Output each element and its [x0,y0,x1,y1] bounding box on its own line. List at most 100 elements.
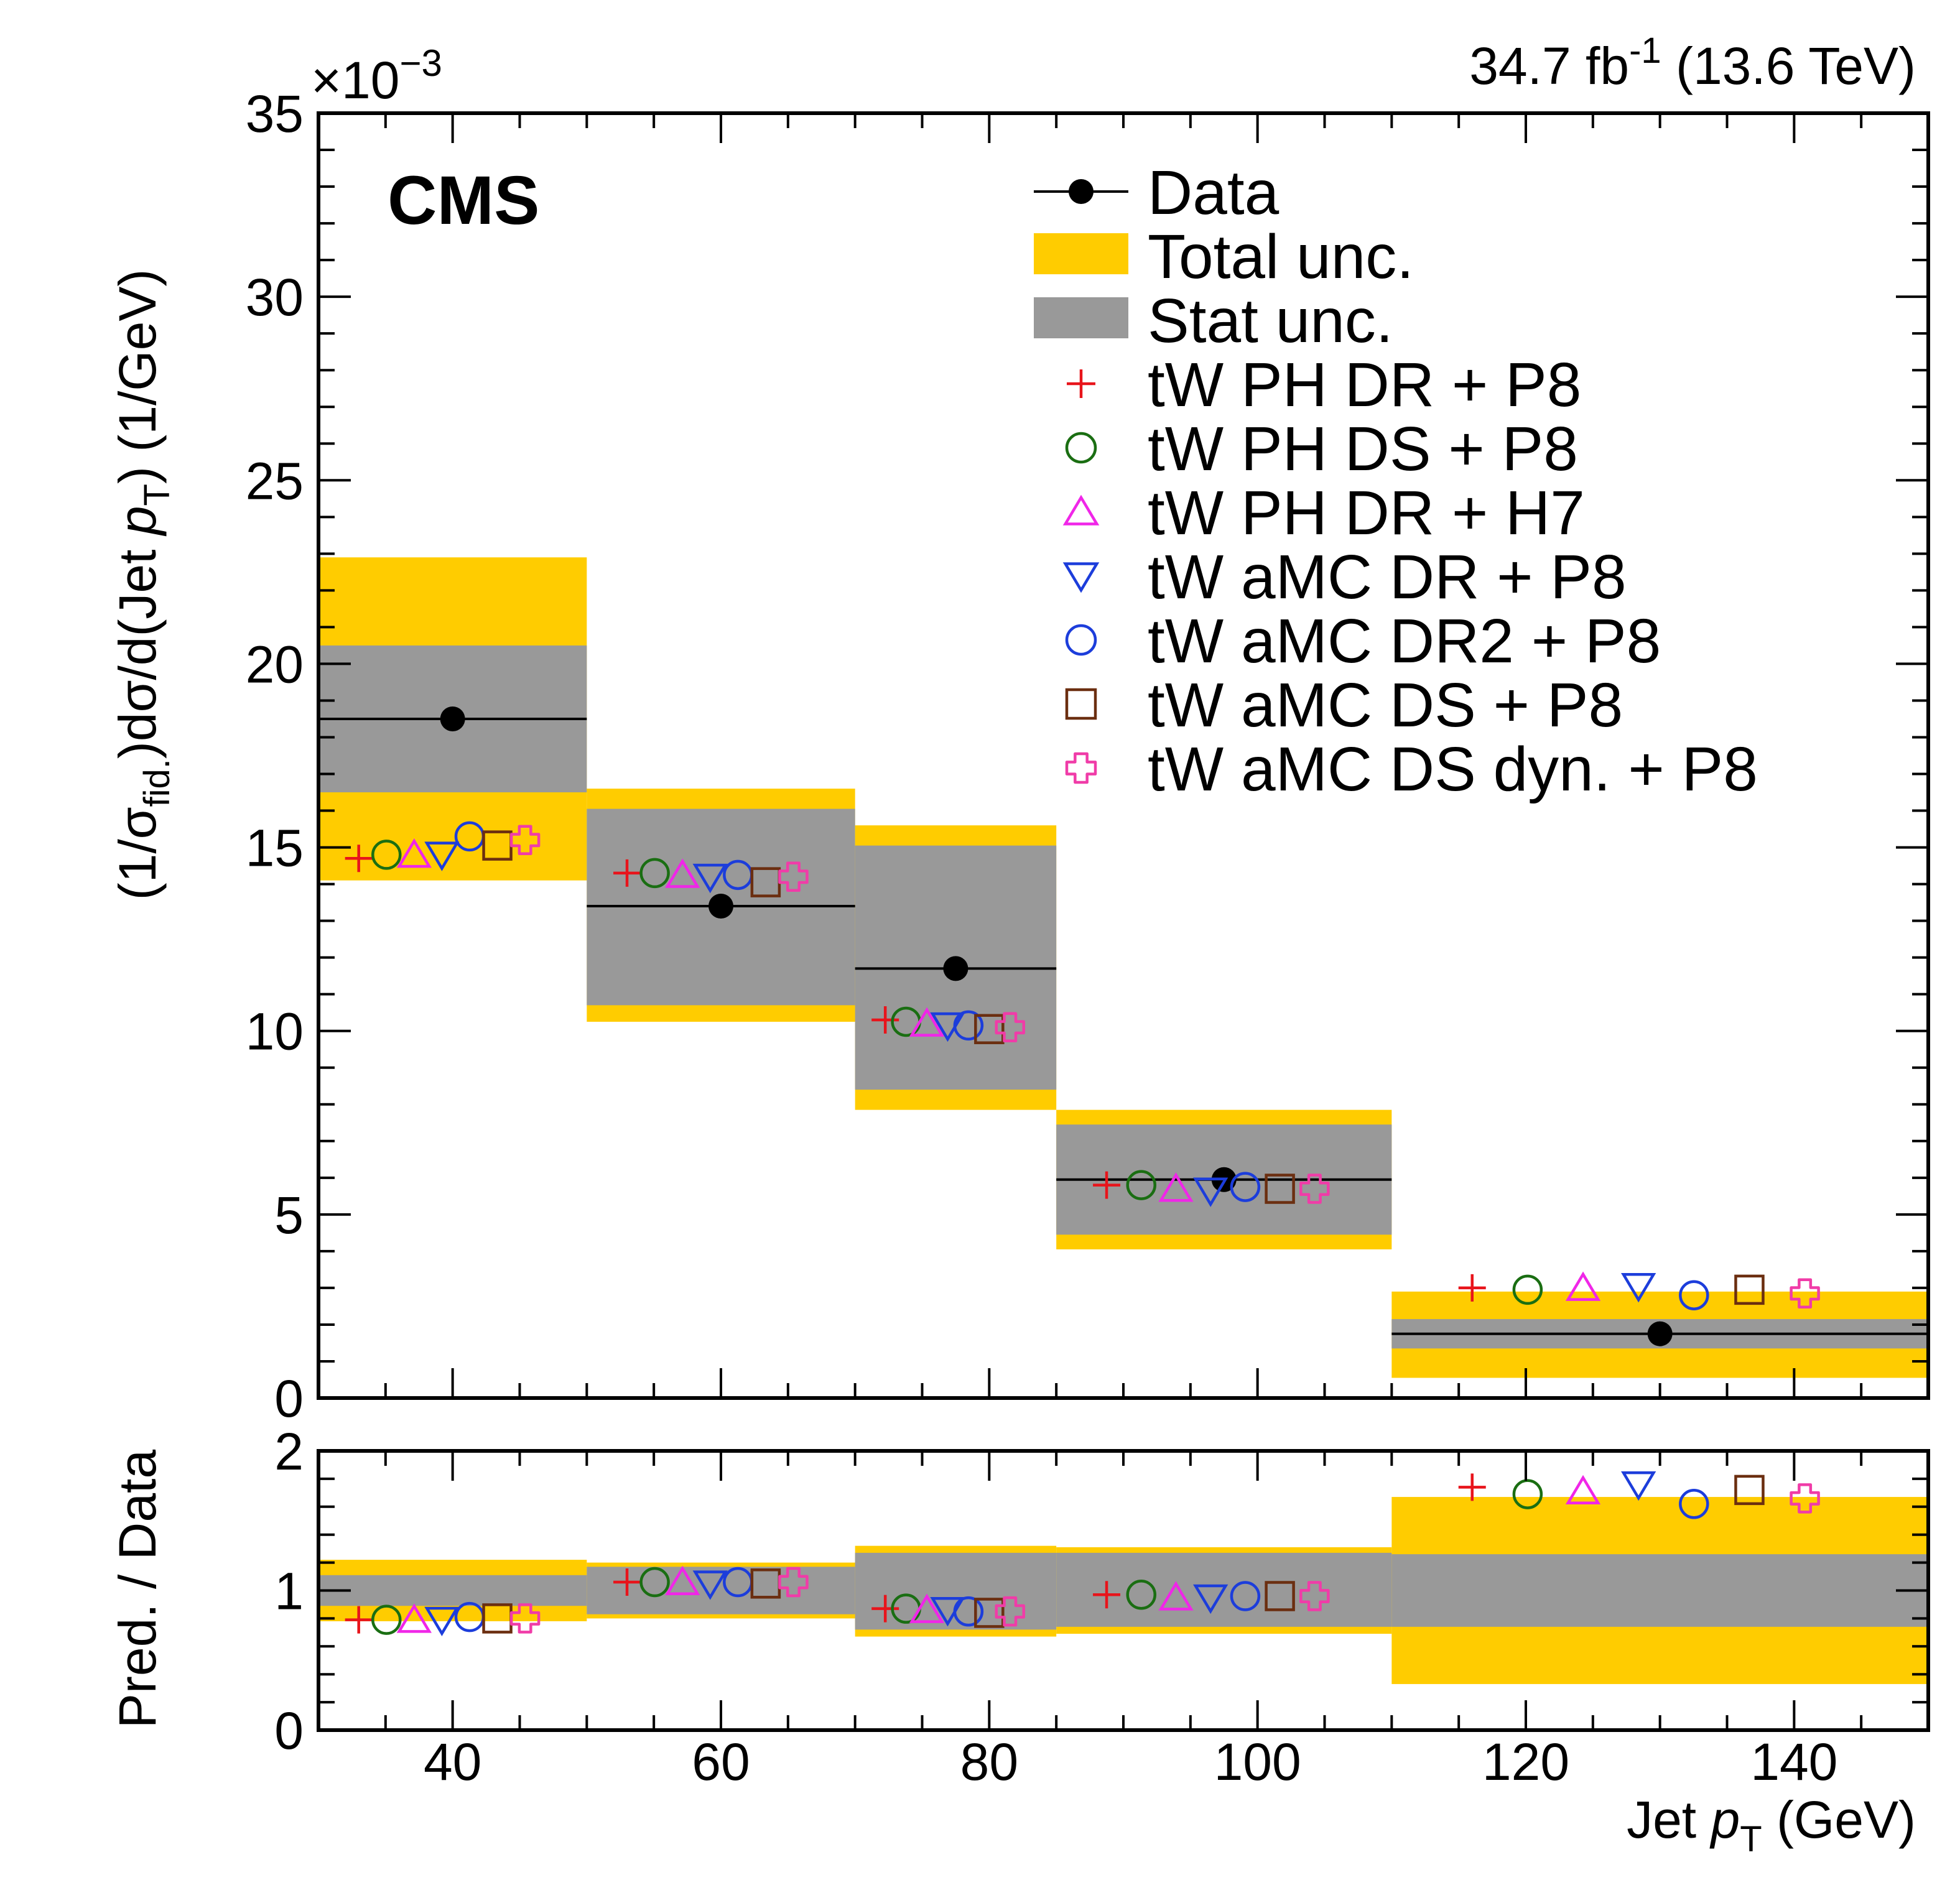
axes-frames-and-ticks: 40 60 80 100 120 140 0 5 10 15 20 25 30 35 0 1 2 [246,85,1930,1791]
ratio-prediction-marker [995,1596,1026,1627]
ratio-stat-unc-band [1391,1554,1928,1627]
prediction-marker [1790,1278,1820,1309]
legend-label: Data [1148,158,1280,228]
y-tick-label: 0 [274,1369,304,1428]
ratio-prediction-marker [1193,1584,1228,1614]
prediction-marker [1299,1174,1330,1204]
legend-label: tW PH DS + P8 [1148,414,1578,484]
ylabel-f: ) (1/GeV) [108,269,167,484]
xlabel-b: p [1709,1790,1740,1849]
y-tick-label: 15 [246,819,304,877]
y-tick-label: 30 [246,268,304,326]
prediction-marker [396,838,432,868]
prediction-marker [871,1006,899,1034]
y-tick-label: 35 [246,85,304,143]
prediction-marker [1265,1174,1295,1204]
prediction-marker [953,1010,984,1041]
ratio-prediction-marker [692,1570,728,1600]
legend-stat-unc-swatch [1034,297,1128,338]
ratio-prediction-markers [345,1471,1820,1637]
legend-total-unc-swatch [1034,233,1128,274]
legend-label: tW aMC DR + P8 [1148,542,1627,612]
ylabel-d: p [108,506,167,537]
legend-label: tW aMC DS dyn. + P8 [1148,734,1758,804]
prediction-marker [371,840,402,870]
prediction-marker [909,1007,945,1037]
ylabel-b: fid. [137,759,177,807]
x-tick-label: 80 [960,1733,1018,1791]
legend-label: Stat unc. [1148,286,1393,356]
top-y-axis-title: (1/σfid.)dσ/d(Jet pT) (1/GeV) [108,269,177,901]
ratio-y-axis-title: Pred. / Data [108,1450,167,1729]
ratio-uncertainty-bands [318,1497,1928,1684]
x-tick-label: 140 [1750,1733,1837,1791]
legend-label: tW aMC DS + P8 [1148,670,1623,740]
ratio-stat-unc-band [318,1575,587,1606]
top-uncertainty-bands [318,557,1928,1378]
prediction-marker [1734,1274,1765,1305]
x-tick-label: 120 [1482,1733,1569,1791]
legend-label: tW PH DR + P8 [1148,350,1581,420]
ratio-prediction-marker [1299,1581,1330,1611]
legend-marker [1065,752,1097,784]
ratio-prediction-marker [396,1603,432,1633]
data-point [943,956,968,981]
legend-marker [1067,369,1095,398]
lumi-label: 34.7 fb-1 (13.6 TeV) [1469,30,1916,95]
ratio-stat-unc-band [587,1567,855,1614]
y-tick-label: 5 [274,1186,304,1244]
x-tick-label: 40 [424,1733,481,1791]
prediction-marker [424,841,460,871]
prediction-marker [1512,1274,1543,1305]
ratio-prediction-marker [1790,1483,1820,1514]
y-tick-label: 10 [246,1003,304,1061]
ratio-prediction-marker [953,1596,984,1627]
prediction-marker [639,858,670,889]
y-exponent-main: ×10 [311,51,400,109]
xlabel-d: (GeV) [1762,1790,1916,1849]
ratio-prediction-marker [665,1565,700,1595]
legend-marker [1062,494,1100,526]
ratio-prediction-marker [974,1598,1005,1628]
ratio-y-tick-label: 0 [274,1702,304,1760]
ratio-prediction-marker [1158,1581,1194,1611]
ylabel-c: )dσ/d(Jet [108,535,167,759]
xlabel-c: T [1740,1819,1762,1859]
legend-marker [1062,562,1100,593]
ratio-y-tick-label: 2 [274,1422,304,1481]
legend-marker [1065,688,1097,720]
xlabel-a: Jet [1627,1790,1711,1849]
ratio-prediction-marker [1679,1489,1709,1519]
ratio-prediction-marker [639,1567,670,1598]
ylabel-a: (1/σ [108,807,167,901]
ratio-prediction-marker [424,1606,460,1637]
data-point [440,706,465,731]
ratio-prediction-marker [613,1568,641,1596]
prediction-marker [1158,1172,1194,1202]
prediction-marker [1230,1172,1261,1202]
ratio-prediction-marker [1565,1475,1601,1505]
legend-marker [1065,624,1097,656]
top-data-points [318,706,1928,1346]
prediction-marker [692,863,728,894]
ratio-prediction-marker [1126,1579,1157,1610]
prediction-marker [509,825,541,856]
legend-label: tW aMC DR2 + P8 [1148,606,1661,676]
lumi-rest: (13.6 TeV) [1661,37,1916,95]
lumi-main: 34.7 fb [1469,37,1629,95]
top-prediction-markers [345,821,1820,1310]
ratio-prediction-marker [1265,1581,1295,1611]
prediction-marker [778,861,809,892]
y-exponent-sup: −3 [400,42,442,84]
ratio-prediction-marker [371,1604,402,1635]
y-tick-label: 20 [246,635,304,693]
ylabel-e: T [137,484,177,506]
prediction-marker [1458,1274,1486,1302]
cms-label: CMS [388,162,539,239]
prediction-marker [995,1012,1026,1043]
ratio-y-tick-label: 1 [274,1562,304,1621]
x-tick-label: 60 [692,1733,750,1791]
legend-label: tW PH DR + H7 [1148,478,1585,548]
x-axis-title: Jet pT (GeV) [1627,1790,1916,1859]
